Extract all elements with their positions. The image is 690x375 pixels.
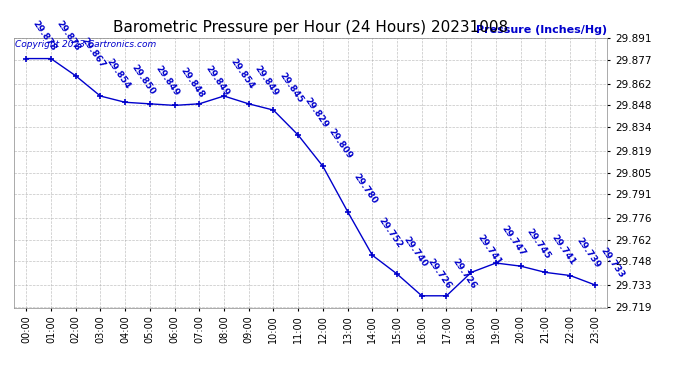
Text: 29.739: 29.739 (574, 236, 602, 270)
Text: 29.854: 29.854 (228, 57, 255, 90)
Text: 29.741: 29.741 (549, 233, 577, 267)
Text: 29.878: 29.878 (55, 19, 82, 53)
Text: 29.845: 29.845 (277, 71, 305, 105)
Text: 29.848: 29.848 (179, 66, 206, 100)
Text: Pressure (Inches/Hg): Pressure (Inches/Hg) (476, 25, 607, 35)
Text: 29.854: 29.854 (104, 57, 132, 90)
Text: 29.878: 29.878 (30, 19, 58, 53)
Text: 29.809: 29.809 (327, 127, 355, 161)
Text: 29.780: 29.780 (352, 172, 379, 206)
Text: 29.745: 29.745 (525, 227, 552, 261)
Text: 29.752: 29.752 (377, 216, 404, 250)
Text: 29.741: 29.741 (475, 233, 503, 267)
Text: Copyright 2023 Cartronics.com: Copyright 2023 Cartronics.com (15, 40, 156, 49)
Text: 29.747: 29.747 (500, 224, 528, 258)
Text: 29.829: 29.829 (302, 96, 330, 129)
Text: 29.733: 29.733 (599, 246, 627, 279)
Title: Barometric Pressure per Hour (24 Hours) 20231008: Barometric Pressure per Hour (24 Hours) … (113, 20, 508, 35)
Text: 29.867: 29.867 (80, 36, 107, 70)
Text: 29.849: 29.849 (204, 64, 231, 98)
Text: 29.850: 29.850 (129, 63, 157, 97)
Text: 29.849: 29.849 (253, 64, 280, 98)
Text: 29.726: 29.726 (426, 256, 453, 290)
Text: 29.849: 29.849 (154, 64, 181, 98)
Text: 29.740: 29.740 (401, 235, 428, 268)
Text: 29.726: 29.726 (451, 256, 478, 290)
